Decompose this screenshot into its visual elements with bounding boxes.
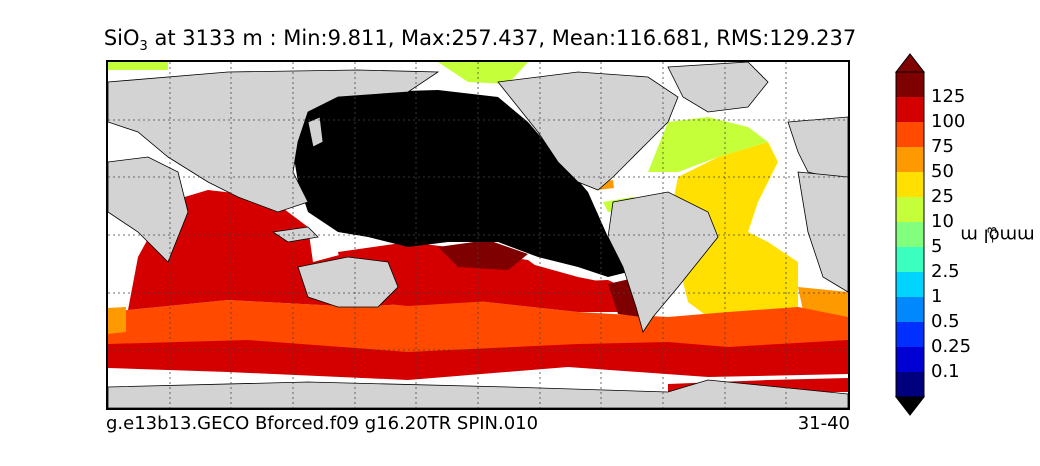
colorbar-swatch <box>896 322 924 348</box>
colorbar-tick-label: 75 <box>931 136 954 157</box>
years-label: 31-40 <box>797 413 850 434</box>
land-masses <box>108 62 848 408</box>
colorbar-swatch <box>896 272 924 298</box>
colorbar-swatch <box>896 97 924 123</box>
south-atlantic-orange-band <box>668 307 848 340</box>
colorbar-tick-label: 25 <box>931 186 954 207</box>
graticule <box>108 62 848 408</box>
land-north-america <box>497 71 679 191</box>
arctic-green <box>108 62 168 70</box>
colorbar-swatch <box>896 247 924 273</box>
colorbar-swatch <box>896 222 924 248</box>
atlantic-yellow <box>668 142 798 317</box>
pacific-black <box>293 90 628 277</box>
colorbar-max-arrow <box>894 53 926 73</box>
colorbar-unit-label: mmol m −3 <box>959 224 1035 246</box>
colorbar-border <box>895 71 925 398</box>
land-africa-west <box>108 156 189 263</box>
colorbar-tick-label: 125 <box>931 86 966 107</box>
colorbar-tick-label: 0.25 <box>931 336 972 357</box>
land-indonesia <box>271 226 319 243</box>
land-greenland <box>667 62 769 113</box>
arctic-green-2 <box>438 62 528 84</box>
colorbar-tick-label: 100 <box>931 111 966 132</box>
north-atlantic-green <box>648 117 768 172</box>
colorbar-tick-label: 5 <box>931 236 943 257</box>
colorbar-tick-label: 0.5 <box>931 311 960 332</box>
colorbar-tick-label: 50 <box>931 161 954 182</box>
colorbar-swatch <box>896 297 924 323</box>
colorbar-swatch <box>896 72 924 98</box>
colorbar-swatch <box>896 147 924 173</box>
map-panel <box>106 60 850 410</box>
land-africa <box>797 171 848 293</box>
colorbar-tick-label: 1 <box>931 286 943 307</box>
colorbar-tick-label: 2.5 <box>931 261 960 282</box>
colorbar-swatch <box>896 347 924 373</box>
east-pacific-darkred <box>438 240 528 270</box>
south-pacific-red <box>338 242 638 312</box>
colorbar-swatch <box>896 197 924 223</box>
map-title: SiO3 at 3133 m : Min:9.811, Max:257.437,… <box>103 26 857 55</box>
colorbar <box>894 53 926 416</box>
world-map <box>108 62 848 408</box>
land-japan <box>307 116 324 148</box>
colorbar-swatch <box>896 122 924 148</box>
colorbar-swatch <box>896 172 924 198</box>
colorbar-tick-label: 10 <box>931 211 954 232</box>
colorbar-min-arrow <box>894 396 926 416</box>
run-name-label: g.e13b13.GECO Bforced.f09 g16.20TR SPIN.… <box>106 413 539 434</box>
colorbar-swatch <box>896 372 924 398</box>
indian-ocean-edge-orange <box>108 307 126 334</box>
colorbar-tick-label: 0.1 <box>931 361 960 382</box>
